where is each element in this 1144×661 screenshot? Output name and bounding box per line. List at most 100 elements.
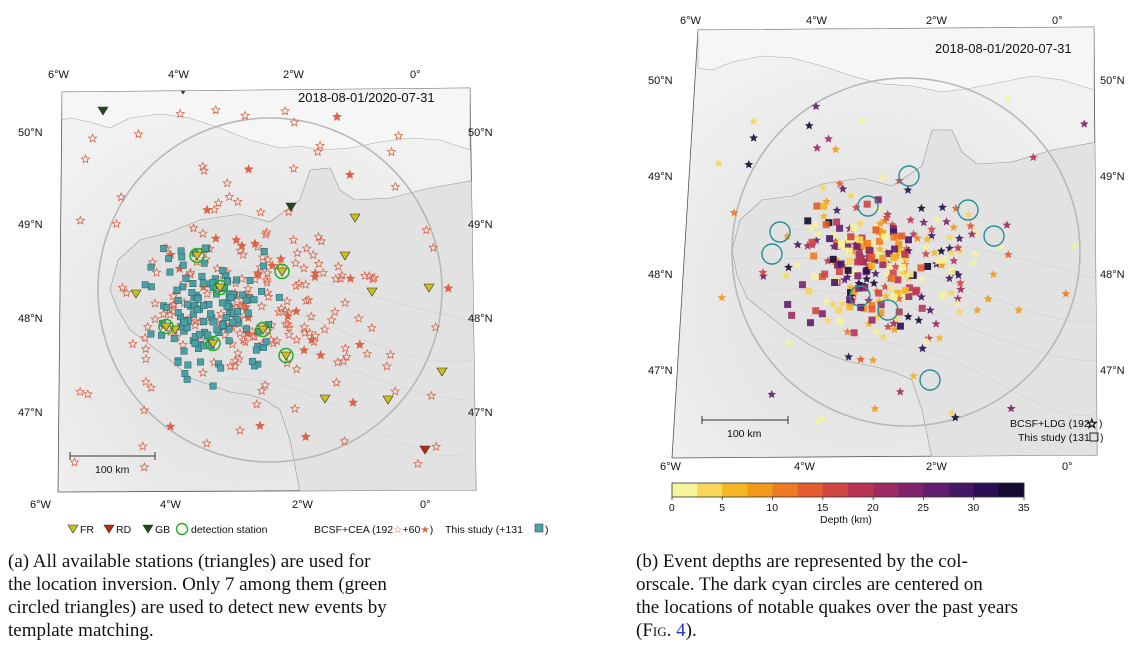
bcsf-event-star-b: [969, 258, 978, 267]
bcsf-event-star-b: [793, 240, 803, 249]
bcsf-event-star-b: [1070, 241, 1079, 250]
notable-quake-circle: [857, 195, 879, 217]
bcsf-event-star: [326, 315, 337, 325]
bcsf-event-star: [271, 335, 282, 346]
study-event-square-b: [826, 235, 834, 243]
colorbar-tick-label: 5: [719, 502, 725, 514]
study-event-square-b: [846, 303, 854, 311]
bcsf-event-star-b: [749, 116, 759, 125]
notable-quake-circle: [769, 221, 791, 243]
study-event-square-b: [868, 253, 876, 261]
lat-tick-left-b: 50°N: [648, 75, 673, 87]
study-event-square: [147, 283, 155, 291]
bcsf-event-star: [190, 315, 201, 326]
study-event-square-b: [874, 196, 882, 204]
bcsf-event-star: [261, 227, 272, 237]
radius-circle-b: [731, 77, 1081, 427]
bcsf-event-star: [175, 108, 186, 119]
bcsf-event-star: [210, 104, 221, 115]
study-event-square-b: [898, 232, 906, 240]
study-event-square-b: [885, 250, 893, 258]
colorbar-swatch: [848, 483, 874, 497]
bcsf-event-star-b: [846, 191, 856, 200]
bcsf-event-star: [231, 234, 242, 245]
bcsf-event-star: [268, 338, 279, 348]
bcsf-event-star-b: [953, 294, 963, 303]
colorbar-swatch: [747, 483, 773, 497]
study-event-square: [198, 272, 206, 280]
study-event-square-b: [905, 293, 913, 301]
radius-circle-a: [97, 117, 443, 463]
bcsf-event-star-b: [927, 224, 936, 234]
bcsf-event-star-b: [835, 179, 845, 188]
study-event-square: [260, 262, 268, 270]
legend-b: BCSF+LDG (192 ☆ ) This study (131 ): [1010, 417, 1104, 444]
notable-quake-circle: [983, 225, 1005, 247]
study-event-square-b: [829, 255, 837, 263]
detection-station: [214, 283, 226, 293]
bcsf-event-star: [319, 324, 330, 334]
lon-tick-top-a: 0°: [410, 69, 421, 81]
bcsf-event-star-b: [758, 267, 768, 277]
bcsf-event-star: [209, 204, 220, 215]
bcsf-event-star: [199, 165, 209, 175]
panel-b-map: 100 km 2018-08-01/2020-07-31 BCSF+LDG (1…: [648, 15, 1125, 526]
bcsf-event-star-b: [950, 413, 960, 422]
bcsf-event-star: [260, 379, 271, 390]
fr-station: [366, 287, 378, 297]
bcsf-event-star: [289, 117, 300, 127]
lon-tick-bottom-a: 4°W: [160, 499, 182, 511]
bcsf-event-star: [178, 339, 188, 350]
study-event-square: [248, 357, 256, 365]
bcsf-event-star-b: [922, 336, 932, 346]
date-range-a: 2018-08-01/2020-07-31: [298, 90, 435, 105]
study-event-square-b: [821, 270, 829, 278]
bcsf-event-star: [75, 386, 86, 397]
detection-ring: [274, 263, 290, 280]
caption-b-line-1: (b) Event depths are represented by the …: [636, 551, 968, 572]
bcsf-event-star: [289, 403, 300, 413]
study-event-square-b: [855, 250, 863, 258]
bcsf-event-star: [213, 197, 224, 208]
study-event-square: [213, 326, 221, 334]
study-event-square-b: [837, 239, 845, 247]
caption-b-paren-open: (: [636, 620, 643, 641]
bcsf-event-star-b: [1003, 93, 1012, 103]
bcsf-event-star-b: [812, 143, 822, 152]
bcsf-event-star: [117, 282, 128, 292]
study-event-square-b: [891, 245, 899, 253]
notable-quake-circle: [919, 369, 941, 391]
bcsf-event-star-b: [927, 231, 936, 240]
study-event-square-b: [890, 228, 898, 236]
study-event-square: [177, 247, 185, 255]
study-event-square: [209, 382, 217, 390]
lon-tick-top-b: 0°: [1052, 15, 1063, 27]
bcsf-event-star-b: [767, 389, 777, 399]
bcsf-event-star: [82, 388, 93, 399]
study-event-square-b: [859, 258, 867, 266]
bcsf-event-star-b: [832, 205, 842, 215]
bcsf-event-star-b: [946, 248, 956, 257]
bcsf-event-star: [431, 441, 442, 451]
bcsf-event-star-b: [811, 101, 821, 111]
bcsf-event-star-b: [909, 229, 918, 238]
bcsf-event-star: [335, 273, 346, 283]
study-event-square-b: [858, 241, 866, 249]
caption-b-fig-ref[interactable]: 4: [676, 620, 686, 641]
study-event-square-b: [872, 226, 880, 234]
gb-station: [97, 106, 109, 116]
study-event-square: [242, 297, 250, 305]
colorbar-tick-label: 0: [669, 502, 675, 514]
bcsf-event-star: [291, 306, 302, 316]
bcsf-event-star: [280, 105, 291, 116]
study-event-square-b: [853, 243, 861, 251]
bcsf-event-star: [140, 343, 151, 354]
england-landmass-b: [697, 27, 1095, 93]
bcsf-event-star-b: [921, 242, 931, 252]
study-event-square: [160, 244, 168, 252]
bcsf-event-star-b: [819, 211, 829, 220]
bcsf-event-star-b: [955, 307, 964, 316]
caption-a-line-2: the location inversion. Only 7 among the…: [8, 574, 387, 595]
bcsf-event-star: [146, 382, 157, 392]
bcsf-event-star-b: [822, 297, 831, 306]
